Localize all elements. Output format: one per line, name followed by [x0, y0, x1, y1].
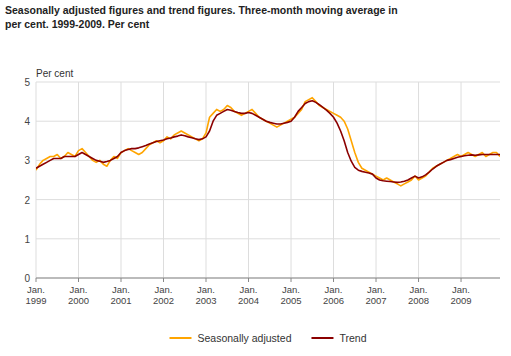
x-grid-line — [376, 82, 377, 278]
x-grid-line — [206, 82, 207, 278]
x-tick-label-line: Jan. — [155, 284, 173, 295]
x-tick-label: Jan.2001 — [110, 284, 131, 306]
x-tick-label: Jan.2008 — [408, 284, 429, 306]
x-tick-label: Jan.1999 — [25, 284, 46, 306]
x-tick — [376, 278, 377, 282]
legend-swatch — [311, 337, 333, 339]
y-axis-label: Per cent — [36, 68, 73, 79]
y-grid-line — [36, 238, 500, 239]
legend-label: Seasonally adjusted — [197, 332, 291, 344]
y-tick-label: 3 — [24, 155, 30, 166]
y-tick-label: 0 — [24, 273, 30, 284]
x-tick-label-line: 2001 — [110, 295, 131, 306]
x-tick-label-line: 2007 — [365, 295, 386, 306]
series-lines — [36, 98, 500, 186]
x-tick-label-line: Jan. — [282, 284, 300, 295]
x-tick-label-line: Jan. — [197, 284, 215, 295]
x-tick-label-line: 1999 — [25, 295, 46, 306]
x-tick-label-line: 2006 — [323, 295, 344, 306]
x-tick-label: Jan.2004 — [238, 284, 259, 306]
x-tick-label-line: 2004 — [238, 295, 259, 306]
x-tick-label-line: 2003 — [195, 295, 216, 306]
x-tick-label-line: Jan. — [367, 284, 385, 295]
title: Seasonally adjusted figures and trend fi… — [5, 4, 398, 16]
x-tick — [418, 278, 419, 282]
x-tick-label-line: Jan. — [70, 284, 88, 295]
x-tick-label-line: Jan. — [27, 284, 45, 295]
chart: Seasonally adjusted figures and trend fi… — [0, 0, 511, 356]
legend-item: Seasonally adjusted — [169, 332, 291, 344]
x-tick-label: Jan.2000 — [68, 284, 89, 306]
x-grid-line — [291, 82, 292, 278]
x-grid-line — [163, 82, 164, 278]
legend-label: Trend — [339, 332, 366, 344]
x-tick — [248, 278, 249, 282]
x-tick — [78, 278, 79, 282]
x-tick-label-line: Jan. — [452, 284, 470, 295]
grid — [36, 82, 500, 278]
y-tick-label: 4 — [24, 116, 30, 127]
x-tick-label-line: 2002 — [153, 295, 174, 306]
x-tick-label-line: 2000 — [68, 295, 89, 306]
x-grid-line — [78, 82, 79, 278]
axes: 012345Jan.1999Jan.2000Jan.2001Jan.2002Ja… — [24, 77, 500, 306]
x-tick-label: Jan.2005 — [280, 284, 301, 306]
x-tick-label: Jan.2006 — [323, 284, 344, 306]
y-tick-label: 5 — [24, 77, 30, 88]
x-tick-label-line: 2005 — [280, 295, 301, 306]
x-tick-label-line: 2008 — [408, 295, 429, 306]
series-line — [36, 98, 500, 186]
x-tick — [121, 278, 122, 282]
y-grid-line — [36, 278, 500, 279]
x-tick-label: Jan.2003 — [195, 284, 216, 306]
x-tick-label: Jan.2009 — [450, 284, 471, 306]
legend: Seasonally adjusted Trend — [169, 332, 366, 344]
x-tick — [36, 278, 37, 282]
legend-item: Trend — [311, 332, 366, 344]
x-tick-label-line: Jan. — [240, 284, 258, 295]
series-line — [36, 101, 500, 183]
page: {"chart_data": { "type": "line", "title"… — [0, 0, 511, 356]
x-grid-line — [36, 82, 37, 278]
x-tick-label-line: Jan. — [410, 284, 428, 295]
y-grid-line — [36, 160, 500, 161]
x-grid-line — [333, 82, 334, 278]
legend-swatch — [169, 337, 191, 339]
x-tick — [461, 278, 462, 282]
x-tick — [206, 278, 207, 282]
x-tick — [163, 278, 164, 282]
x-tick-label-line: Jan. — [112, 284, 130, 295]
x-tick-label-line: 2009 — [450, 295, 471, 306]
x-tick — [291, 278, 292, 282]
x-tick-label-line: Jan. — [325, 284, 343, 295]
x-tick-label: Jan.2002 — [153, 284, 174, 306]
x-axis-line — [36, 278, 500, 279]
x-tick-label: Jan.2007 — [365, 284, 386, 306]
x-grid-line — [461, 82, 462, 278]
y-tick-label: 1 — [24, 234, 30, 245]
x-grid-line — [121, 82, 122, 278]
y-grid-line — [36, 82, 500, 83]
title: per cent. 1999-2009. Per cent — [5, 18, 150, 30]
y-tick-label: 2 — [24, 195, 30, 206]
y-grid-line — [36, 199, 500, 200]
x-tick — [333, 278, 334, 282]
